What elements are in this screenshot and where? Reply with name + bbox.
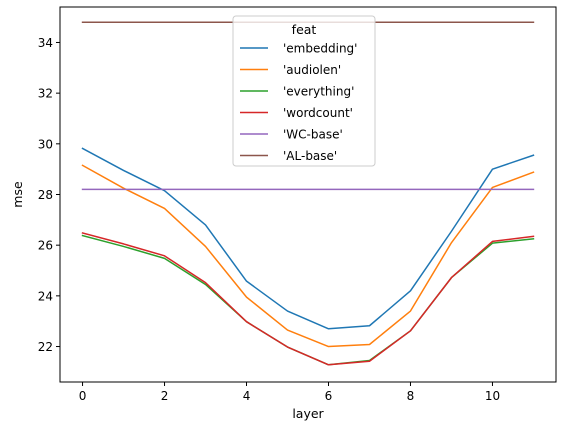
legend-title: feat: [292, 22, 317, 37]
y-axis: 22 24 26 28 30 32 34: [38, 36, 60, 354]
y-tick-label: 26: [38, 239, 53, 253]
x-tick-label: 4: [243, 389, 251, 403]
legend-label: 'wordcount': [283, 106, 353, 120]
y-tick-label: 28: [38, 188, 53, 202]
legend-label: 'WC-base': [283, 128, 343, 142]
y-tick-label: 32: [38, 87, 53, 101]
y-tick-label: 22: [38, 340, 53, 354]
series-line-audiolen: [81, 164, 535, 348]
legend-label: 'everything': [283, 85, 354, 99]
x-tick-label: 6: [325, 389, 333, 403]
x-tick-label: 8: [407, 389, 415, 403]
x-tick-label: 2: [161, 389, 169, 403]
y-tick-label: 24: [38, 289, 53, 303]
legend-label: 'AL-base': [283, 149, 337, 163]
legend-box: [232, 15, 376, 167]
series-line-wordcount: [81, 232, 535, 366]
x-axis-label: layer: [292, 406, 324, 421]
x-axis: 0 2 4 6 8 10: [79, 382, 500, 403]
series-line-embedding: [81, 147, 535, 330]
legend: feat 'embedding' 'audiolen' 'everything' 'w…: [232, 15, 376, 167]
y-tick-label: 30: [38, 137, 53, 151]
x-tick-label: 10: [485, 389, 500, 403]
y-tick-label: 34: [38, 36, 53, 50]
legend-label: 'audiolen': [283, 63, 341, 77]
legend-label: 'embedding': [283, 42, 357, 56]
x-tick-label: 0: [79, 389, 87, 403]
legend-items: 'embedding' 'audiolen' 'everything' 'wordco…: [240, 42, 357, 163]
y-axis-label: mse: [10, 181, 25, 208]
